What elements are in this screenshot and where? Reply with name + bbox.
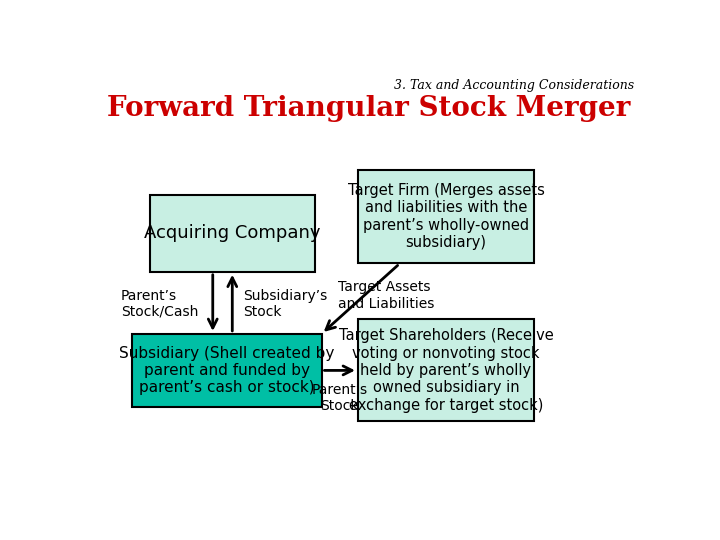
- Text: Parent’s
Stock: Parent’s Stock: [311, 383, 367, 413]
- Text: 3. Tax and Accounting Considerations: 3. Tax and Accounting Considerations: [394, 79, 634, 92]
- Text: Target Firm (Merges assets
and liabilities with the
parent’s wholly-owned
subsid: Target Firm (Merges assets and liabiliti…: [348, 183, 544, 250]
- FancyBboxPatch shape: [358, 320, 534, 421]
- Text: Subsidiary’s
Stock: Subsidiary’s Stock: [243, 289, 328, 319]
- Text: Acquiring Company: Acquiring Company: [144, 224, 320, 242]
- FancyBboxPatch shape: [132, 334, 322, 407]
- Text: Parent’s
Stock/Cash: Parent’s Stock/Cash: [121, 289, 198, 319]
- Text: Subsidiary (Shell created by
parent and funded by
parent’s cash or stock): Subsidiary (Shell created by parent and …: [119, 346, 334, 395]
- Text: Forward Triangular Stock Merger: Forward Triangular Stock Merger: [107, 95, 631, 122]
- FancyBboxPatch shape: [358, 170, 534, 264]
- Text: Target Shareholders (Receive
voting or nonvoting stock
held by parent’s wholly
o: Target Shareholders (Receive voting or n…: [338, 328, 554, 413]
- FancyBboxPatch shape: [150, 195, 315, 272]
- Text: Target Assets
and Liabilities: Target Assets and Liabilities: [338, 280, 435, 310]
